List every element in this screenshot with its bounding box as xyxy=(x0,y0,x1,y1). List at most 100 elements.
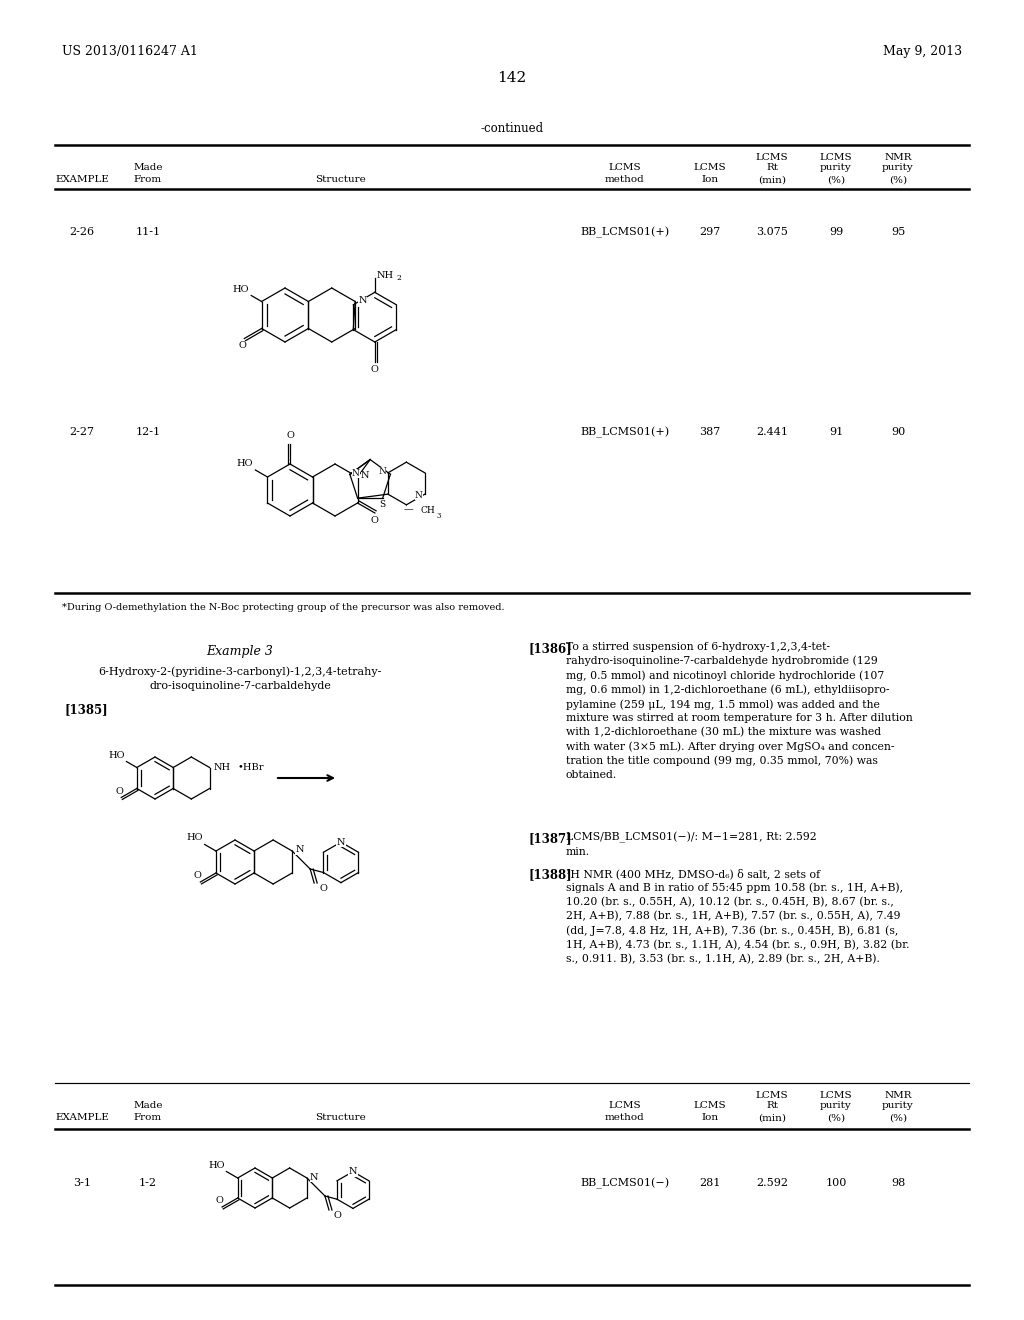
Text: 281: 281 xyxy=(699,1177,721,1188)
Text: Made: Made xyxy=(133,164,163,173)
Text: From: From xyxy=(134,1114,162,1122)
Text: 11-1: 11-1 xyxy=(135,227,161,238)
Text: Rt: Rt xyxy=(766,164,778,173)
Text: 2-26: 2-26 xyxy=(70,227,94,238)
Text: NH: NH xyxy=(377,271,394,280)
Text: purity: purity xyxy=(882,164,913,173)
Text: O: O xyxy=(215,1196,223,1205)
Text: O: O xyxy=(334,1210,342,1220)
Text: method: method xyxy=(605,176,645,185)
Text: Structure: Structure xyxy=(314,176,366,185)
Text: 2: 2 xyxy=(396,275,401,282)
Text: NH: NH xyxy=(214,763,230,772)
Text: O: O xyxy=(116,787,123,796)
Text: 90: 90 xyxy=(891,426,905,437)
Text: 297: 297 xyxy=(699,227,721,238)
Text: *During O-demethylation the N-Boc protecting group of the precursor was also rem: *During O-demethylation the N-Boc protec… xyxy=(62,602,505,611)
Text: HO: HO xyxy=(186,833,203,842)
Text: —: — xyxy=(403,506,414,515)
Text: Made: Made xyxy=(133,1101,163,1110)
Text: N: N xyxy=(415,491,423,500)
Text: N: N xyxy=(349,1167,357,1176)
Text: 91: 91 xyxy=(828,426,843,437)
Text: From: From xyxy=(134,176,162,185)
Text: HO: HO xyxy=(208,1160,224,1170)
Text: NMR: NMR xyxy=(885,153,911,161)
Text: purity: purity xyxy=(882,1101,913,1110)
Text: •HBr: •HBr xyxy=(238,763,264,772)
Text: 98: 98 xyxy=(891,1177,905,1188)
Text: EXAMPLE: EXAMPLE xyxy=(55,176,109,185)
Text: O: O xyxy=(371,516,379,525)
Text: 6-Hydroxy-2-(pyridine-3-carbonyl)-1,2,3,4-tetrahy-: 6-Hydroxy-2-(pyridine-3-carbonyl)-1,2,3,… xyxy=(98,667,382,677)
Text: LCMS: LCMS xyxy=(693,1101,726,1110)
Text: LCMS/BB_LCMS01(−)/: M−1=281, Rt: 2.592
min.: LCMS/BB_LCMS01(−)/: M−1=281, Rt: 2.592 m… xyxy=(566,832,817,857)
Text: O: O xyxy=(319,884,327,894)
Text: N: N xyxy=(295,846,304,854)
Text: BB_LCMS01(+): BB_LCMS01(+) xyxy=(581,226,670,238)
Text: [1387]: [1387] xyxy=(528,832,571,845)
Text: 142: 142 xyxy=(498,71,526,84)
Text: (%): (%) xyxy=(889,1114,907,1122)
Text: CH: CH xyxy=(421,506,435,515)
Text: Ion: Ion xyxy=(701,1114,719,1122)
Text: N: N xyxy=(358,296,367,305)
Text: BB_LCMS01(−): BB_LCMS01(−) xyxy=(581,1177,670,1188)
Text: HO: HO xyxy=(108,751,125,759)
Text: 2-27: 2-27 xyxy=(70,426,94,437)
Text: N: N xyxy=(360,471,369,480)
Text: LCMS: LCMS xyxy=(608,1101,641,1110)
Text: [1385]: [1385] xyxy=(65,704,109,717)
Text: O: O xyxy=(194,871,202,880)
Text: [1386]: [1386] xyxy=(528,642,571,655)
Text: LCMS: LCMS xyxy=(819,1090,852,1100)
Text: To a stirred suspension of 6-hydroxy-1,2,3,4-tet-
rahydro-isoquinoline-7-carbald: To a stirred suspension of 6-hydroxy-1,2… xyxy=(566,642,912,780)
Text: (%): (%) xyxy=(827,176,845,185)
Text: method: method xyxy=(605,1114,645,1122)
Text: EXAMPLE: EXAMPLE xyxy=(55,1114,109,1122)
Text: (min): (min) xyxy=(758,176,786,185)
Text: NMR: NMR xyxy=(885,1090,911,1100)
Text: 387: 387 xyxy=(699,426,721,437)
Text: purity: purity xyxy=(820,1101,852,1110)
Text: 3.075: 3.075 xyxy=(756,227,787,238)
Text: N: N xyxy=(352,469,359,478)
Text: [1388]: [1388] xyxy=(528,869,571,880)
Text: 100: 100 xyxy=(825,1177,847,1188)
Text: S: S xyxy=(380,500,386,510)
Text: LCMS: LCMS xyxy=(608,164,641,173)
Text: 2.441: 2.441 xyxy=(756,426,788,437)
Text: Example 3: Example 3 xyxy=(207,645,273,659)
Text: HO: HO xyxy=(232,285,249,293)
Text: US 2013/0116247 A1: US 2013/0116247 A1 xyxy=(62,45,198,58)
Text: ¹H NMR (400 MHz, DMSO-d₆) δ salt, 2 sets of
signals A and B in ratio of 55:45 pp: ¹H NMR (400 MHz, DMSO-d₆) δ salt, 2 sets… xyxy=(566,869,909,964)
Text: -continued: -continued xyxy=(480,121,544,135)
Text: LCMS: LCMS xyxy=(756,1090,788,1100)
Text: O: O xyxy=(286,432,294,440)
Text: 99: 99 xyxy=(828,227,843,238)
Text: May 9, 2013: May 9, 2013 xyxy=(883,45,962,58)
Text: 3-1: 3-1 xyxy=(73,1177,91,1188)
Text: 12-1: 12-1 xyxy=(135,426,161,437)
Text: O: O xyxy=(239,341,246,350)
Text: (%): (%) xyxy=(889,176,907,185)
Text: LCMS: LCMS xyxy=(756,153,788,161)
Text: 1-2: 1-2 xyxy=(139,1177,157,1188)
Text: Ion: Ion xyxy=(701,176,719,185)
Text: purity: purity xyxy=(820,164,852,173)
Text: 3: 3 xyxy=(437,512,441,520)
Text: Rt: Rt xyxy=(766,1101,778,1110)
Text: N: N xyxy=(310,1172,318,1181)
Text: O: O xyxy=(371,366,379,374)
Text: LCMS: LCMS xyxy=(819,153,852,161)
Text: 95: 95 xyxy=(891,227,905,238)
Text: (%): (%) xyxy=(827,1114,845,1122)
Text: HO: HO xyxy=(237,459,253,469)
Text: BB_LCMS01(+): BB_LCMS01(+) xyxy=(581,426,670,438)
Text: 2.592: 2.592 xyxy=(756,1177,788,1188)
Text: Structure: Structure xyxy=(314,1114,366,1122)
Text: (min): (min) xyxy=(758,1114,786,1122)
Text: LCMS: LCMS xyxy=(693,164,726,173)
Text: N: N xyxy=(337,838,345,846)
Text: N: N xyxy=(378,467,386,477)
